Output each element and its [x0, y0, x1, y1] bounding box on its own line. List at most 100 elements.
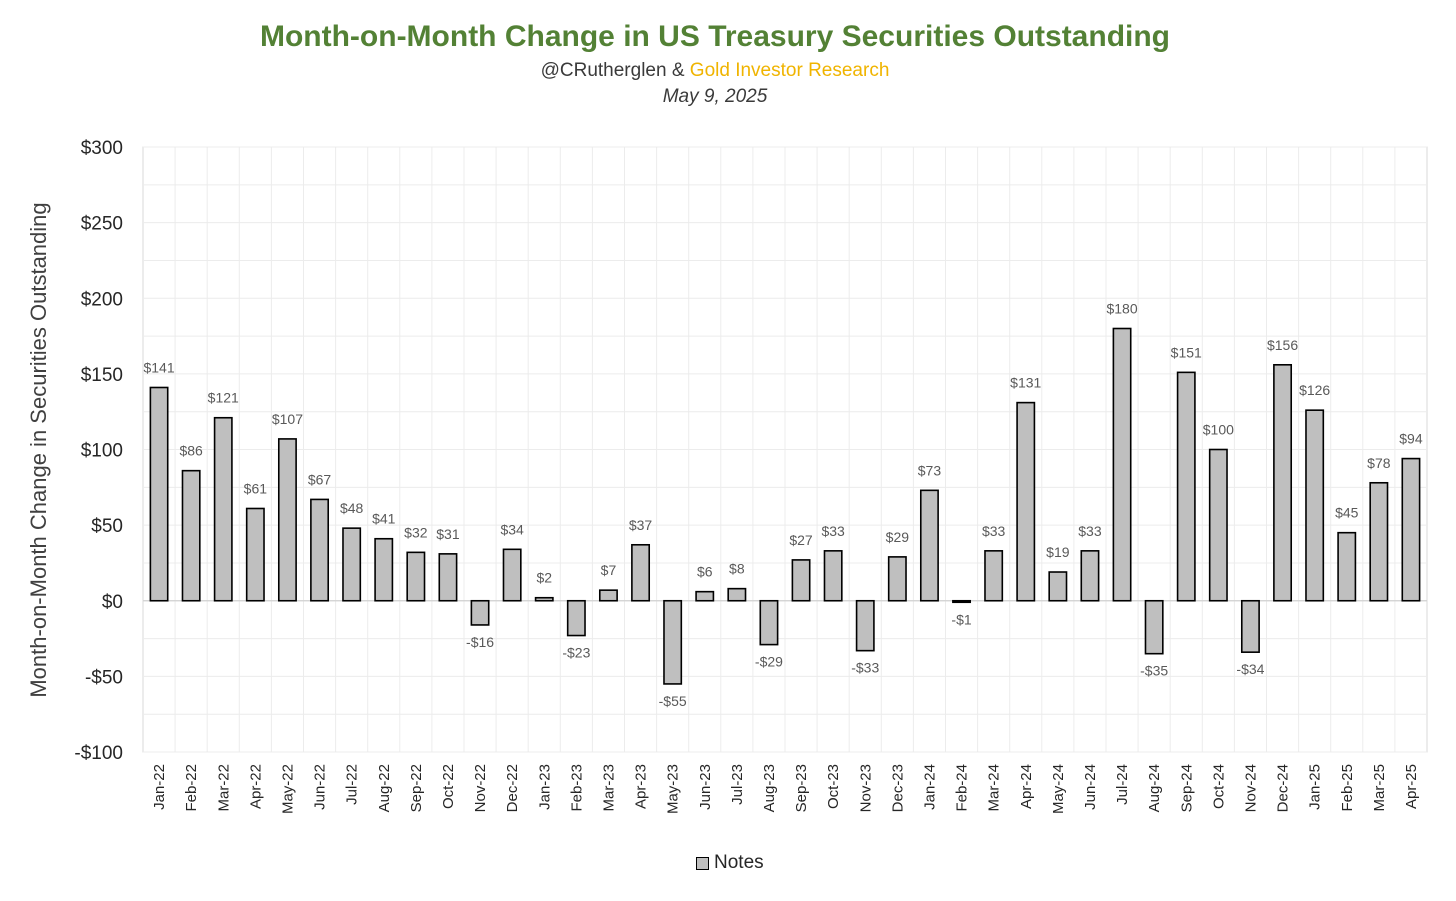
y-tick-label: $50 [91, 516, 123, 537]
grid-lines [142, 146, 1428, 753]
data-label: $151 [1171, 344, 1202, 360]
x-tick-label: Jul-22 [344, 764, 361, 805]
bar-apr-24 [1016, 401, 1036, 602]
bar-dec-24 [1273, 363, 1293, 602]
subtitle-brand: Gold Investor Research [689, 60, 890, 81]
x-tick-label: Sep-22 [408, 764, 425, 812]
y-tick-label: $250 [81, 214, 123, 235]
bar-mar-24 [984, 550, 1004, 602]
data-label: -$55 [659, 693, 687, 709]
y-axis-label: Month-on-Month Change in Securities Outs… [26, 202, 51, 697]
data-label: $41 [372, 511, 396, 527]
bar-mar-22 [213, 416, 233, 602]
x-tick-label: Jan-23 [536, 764, 553, 810]
bar-nov-23 [855, 599, 875, 652]
data-label: -$23 [562, 645, 590, 661]
bar-jul-23 [727, 587, 747, 602]
legend-label-notes: Notes [714, 852, 764, 873]
data-label: $61 [244, 480, 268, 496]
data-label: -$33 [851, 660, 879, 676]
y-tick-label: $200 [81, 289, 123, 310]
legend-swatch-notes [696, 856, 709, 870]
bar-apr-25 [1401, 457, 1421, 602]
x-tick-label: Dec-24 [1275, 764, 1292, 812]
data-label: $94 [1399, 431, 1423, 447]
chart-header: Month-on-Month Change in US Treasury Sec… [0, 18, 1430, 110]
x-tick-label: Apr-25 [1403, 764, 1420, 809]
bar-jun-24 [1080, 550, 1100, 602]
bar-oct-22 [438, 553, 458, 602]
bar-aug-22 [374, 537, 394, 602]
bar-sep-24 [1176, 371, 1196, 602]
data-labels: $141 $86 $121 $61 $107 $67 $48 $41 $32 $31 -$16 $34… [143, 301, 1422, 709]
bar-jan-25 [1305, 409, 1325, 602]
y-tick-label: $300 [81, 138, 123, 159]
bar-may-24 [1048, 571, 1068, 602]
x-tick-label: Sep-24 [1178, 764, 1195, 812]
y-tick-label: $100 [81, 441, 123, 462]
x-tick-label: Feb-25 [1339, 764, 1356, 812]
data-label: $45 [1335, 505, 1359, 521]
subtitle-author: @CRutherglen [540, 60, 667, 81]
bar-apr-23 [631, 543, 651, 602]
bar-apr-22 [245, 507, 265, 602]
x-tick-label: Nov-24 [1242, 764, 1259, 812]
data-label: $7 [601, 562, 617, 578]
data-label: $2 [536, 570, 552, 586]
x-tick-label: Nov-22 [472, 764, 489, 812]
x-tick-label: Apr-22 [247, 764, 264, 809]
data-label: $31 [436, 526, 460, 542]
bar-feb-24 [952, 599, 972, 604]
y-tick-label: -$50 [85, 667, 123, 688]
x-tick-label: Aug-22 [376, 764, 393, 812]
x-tick-label: Aug-24 [1146, 764, 1163, 812]
x-tick-label: Jan-24 [921, 764, 938, 810]
data-label: $32 [404, 524, 428, 540]
bar-sep-22 [406, 551, 426, 602]
data-label: $67 [308, 471, 332, 487]
x-tick-label: Mar-25 [1371, 764, 1388, 812]
x-tick-label: Oct-22 [440, 764, 457, 809]
data-label: $33 [821, 523, 845, 539]
x-tick-label: May-24 [1050, 764, 1067, 814]
x-tick-label: Dec-22 [504, 764, 521, 812]
x-tick-label: Mar-24 [986, 764, 1003, 812]
x-tick-label: Jul-23 [729, 764, 746, 805]
x-tick-label: Jun-24 [1082, 764, 1099, 810]
x-tick-label: Mar-22 [215, 764, 232, 812]
y-tick-label: $0 [102, 592, 123, 613]
x-tick-label: Apr-24 [1018, 764, 1035, 809]
data-label: -$29 [755, 654, 783, 670]
y-axis-ticks: $300 $250 $200 $150 $100 $50 $0 -$50 -$100 [74, 138, 123, 764]
bar-jun-23 [695, 590, 715, 602]
data-label: $6 [697, 564, 713, 580]
data-label: $19 [1046, 544, 1070, 560]
y-tick-label: -$100 [74, 743, 123, 764]
data-label: $100 [1203, 422, 1234, 438]
x-tick-label: Mar-23 [600, 764, 617, 812]
bar-mar-23 [598, 589, 618, 602]
data-label: $48 [340, 500, 364, 516]
bar-feb-25 [1337, 531, 1357, 602]
data-label: $78 [1367, 455, 1391, 471]
data-label: $107 [272, 411, 303, 427]
data-label: -$1 [951, 611, 971, 627]
bar-oct-24 [1208, 448, 1228, 602]
bar-sep-23 [791, 559, 811, 602]
bar-dec-23 [887, 556, 907, 602]
bar-jan-22 [149, 386, 169, 602]
bar-nov-22 [470, 599, 490, 626]
data-label: $37 [629, 517, 653, 533]
data-label: -$35 [1140, 663, 1168, 679]
x-tick-label: Jun-22 [312, 764, 329, 810]
x-tick-label: Jan-22 [151, 764, 168, 810]
x-tick-label: Sep-23 [793, 764, 810, 812]
bar-feb-23 [566, 599, 586, 637]
subtitle-ampersand: & [666, 60, 690, 81]
y-tick-label: $150 [81, 365, 123, 386]
bar-jan-23 [534, 596, 554, 602]
data-label: -$34 [1236, 661, 1264, 677]
bar-mar-25 [1369, 481, 1389, 602]
data-label: $156 [1267, 337, 1298, 353]
